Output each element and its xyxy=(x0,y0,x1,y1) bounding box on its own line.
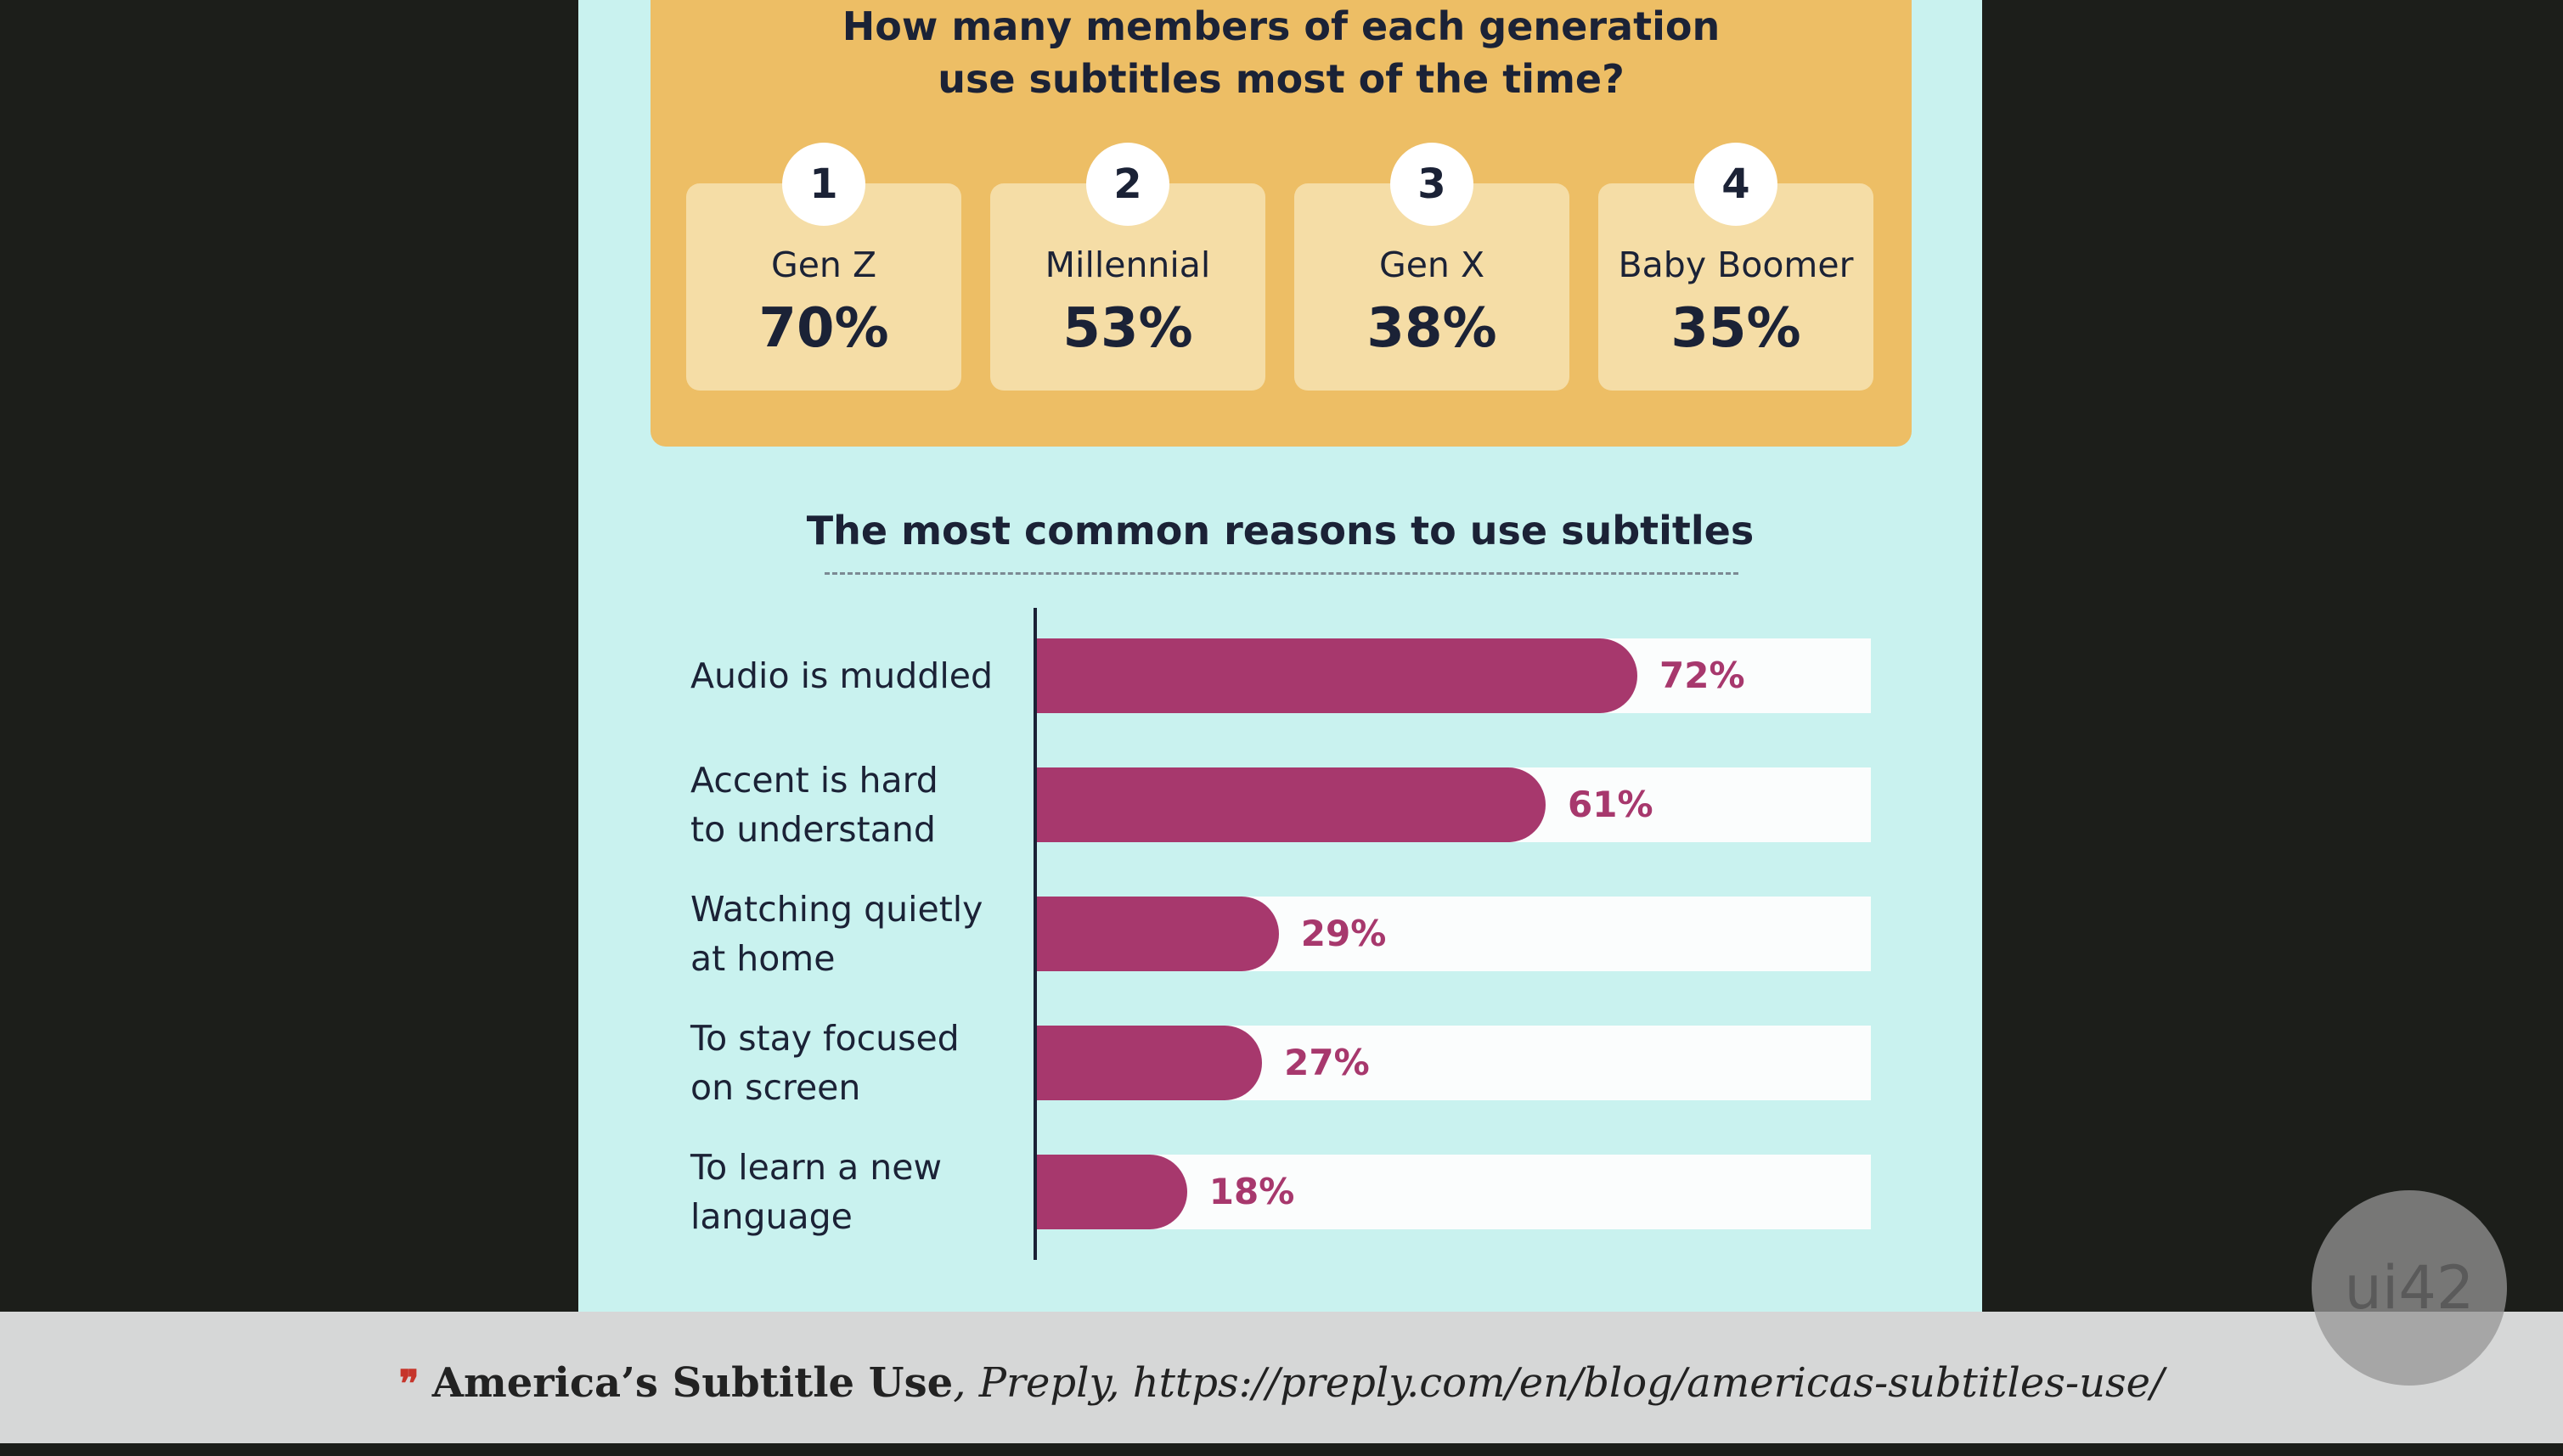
source-publisher: Preply xyxy=(978,1359,1107,1407)
generation-card-title-line1: How many members of each generation xyxy=(842,3,1721,49)
generation-percent: 38% xyxy=(1366,297,1497,360)
bar xyxy=(1037,1026,1263,1100)
rank-badge: 2 xyxy=(1086,143,1169,226)
bar-category-label-line: at home xyxy=(690,938,836,979)
quote-icon: ❞ xyxy=(398,1363,420,1406)
bar-category-label-line: on screen xyxy=(690,1067,861,1108)
bar-track: 27% xyxy=(1037,1026,1871,1100)
source-footer: ❞ America’s Subtitle Use, Preply, https:… xyxy=(0,1312,2563,1443)
source-separator: , xyxy=(953,1359,979,1407)
generation-name: Gen Z xyxy=(770,245,877,285)
bar-category-label-line: language xyxy=(690,1196,853,1237)
bar xyxy=(1037,897,1279,971)
generation-card: How many members of each generation use … xyxy=(651,0,1912,447)
bar-category-label: To learn a new language xyxy=(690,1143,1013,1241)
rank-badge: 4 xyxy=(1694,143,1777,226)
bar-category-label-line: To stay focused xyxy=(690,1018,960,1059)
generation-name: Gen X xyxy=(1378,245,1485,285)
generation-percent: 53% xyxy=(1062,297,1193,360)
watermark-logo: ui42 xyxy=(2312,1190,2507,1386)
source-citation: ❞ America’s Subtitle Use, Preply, https:… xyxy=(0,1312,2563,1443)
generation-card-title: How many members of each generation use … xyxy=(651,0,1912,105)
chart-axis-line xyxy=(1034,608,1037,1260)
bar-category-label: Audio is muddled xyxy=(690,651,1013,700)
bar-category-label: To stay focused on screen xyxy=(690,1014,1013,1112)
bar xyxy=(1037,1155,1187,1229)
bar xyxy=(1037,767,1546,842)
generation-name: Baby Boomer xyxy=(1618,245,1854,285)
bar-value-label: 72% xyxy=(1659,655,1745,696)
bar xyxy=(1037,638,1638,713)
bar-category-label: Watching quietly at home xyxy=(690,885,1013,983)
rank-badge: 1 xyxy=(782,143,865,226)
bar-category-label-line: Audio is muddled xyxy=(690,655,993,696)
bar-value-label: 61% xyxy=(1568,784,1653,825)
generation-box-gen-x: Gen X 38% xyxy=(1294,183,1569,391)
generation-percent: 35% xyxy=(1670,297,1801,360)
bar-value-label: 29% xyxy=(1300,913,1387,954)
source-url: https://preply.com/en/blog/americas-subt… xyxy=(1132,1359,2165,1407)
bar-category-label-line: to understand xyxy=(690,809,936,850)
bar-track: 61% xyxy=(1037,767,1871,842)
bar-value-label: 18% xyxy=(1208,1171,1295,1212)
bar-track: 18% xyxy=(1037,1155,1871,1229)
bar-value-label: 27% xyxy=(1284,1042,1370,1083)
bar-track: 72% xyxy=(1037,638,1871,713)
generation-percent: 70% xyxy=(758,297,889,360)
bar-category-label-line: Accent is hard xyxy=(690,760,938,801)
generation-name: Millennial xyxy=(1045,245,1211,285)
watermark-logo-text: ui42 xyxy=(2344,1253,2475,1323)
bar-category-label-line: Watching quietly xyxy=(690,889,983,930)
title-dashed-divider xyxy=(825,572,1738,575)
infographic-panel: How many members of each generation use … xyxy=(578,0,1982,1312)
bar-track: 29% xyxy=(1037,897,1871,971)
bar-category-label-line: To learn a new xyxy=(690,1147,942,1188)
bar-category-label: Accent is hard to understand xyxy=(690,756,1013,854)
source-title: America’s Subtitle Use xyxy=(431,1359,954,1407)
chart-title: The most common reasons to use subtitles xyxy=(806,508,1755,554)
rank-badge: 3 xyxy=(1390,143,1473,226)
generation-card-title-line2: use subtitles most of the time? xyxy=(938,56,1625,102)
source-separator: , xyxy=(1107,1359,1133,1407)
